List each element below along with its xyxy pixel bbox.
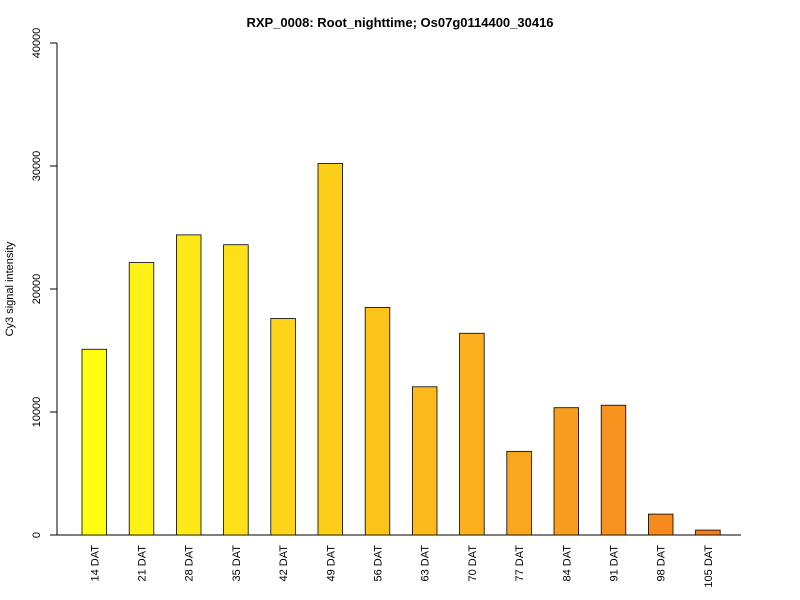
x-tick-label: 28 DAT [184,545,196,582]
x-tick-label: 56 DAT [373,545,385,582]
x-axis-tick-labels: 14 DAT 21 DAT 28 DAT 35 DAT 42 DAT 49 DAT 56 D… [89,545,715,588]
bar-28-dat [175,234,202,536]
bar-77-dat [506,450,532,536]
bar-84-dat [553,407,580,536]
x-tick-label: 77 DAT [514,545,526,582]
x-tick-label: 14 DAT [89,545,101,582]
x-tick-label: 35 DAT [231,545,243,582]
x-tick-label: 84 DAT [561,545,573,582]
bar-63-dat [411,386,438,536]
bar-49-dat [317,163,344,536]
x-tick-label: 49 DAT [325,545,337,582]
y-tick-label: 40000 [31,28,43,59]
x-tick-label: 105 DAT [703,545,715,588]
bar-98-dat [648,513,674,536]
y-tick-label: 0 [31,532,43,538]
bar-35-dat [223,244,249,536]
bars-group [81,163,721,536]
x-tick-label: 42 DAT [278,545,290,582]
y-tick-label: 30000 [31,151,43,182]
x-tick-label: 21 DAT [137,545,149,582]
y-axis-ticks: 0 10000 20000 30000 40000 [31,28,57,538]
x-tick-label: 70 DAT [467,545,479,582]
bar-105-dat [695,529,721,536]
bar-21-dat [128,262,155,536]
bar-42-dat [270,318,296,536]
bar-91-dat [600,404,627,536]
y-tick-label: 10000 [31,397,43,428]
bar-14-dat [81,348,108,536]
y-axis-label: Cy3 signal intensity [4,241,16,336]
x-tick-label: 91 DAT [609,545,621,582]
x-tick-label: 98 DAT [656,545,668,582]
bar-56-dat [364,307,391,536]
bar-70-dat [459,332,485,536]
y-tick-label: 20000 [31,274,43,305]
chart-title: RXP_0008: Root_nighttime; Os07g0114400_3… [246,15,553,30]
x-tick-label: 63 DAT [420,545,432,582]
